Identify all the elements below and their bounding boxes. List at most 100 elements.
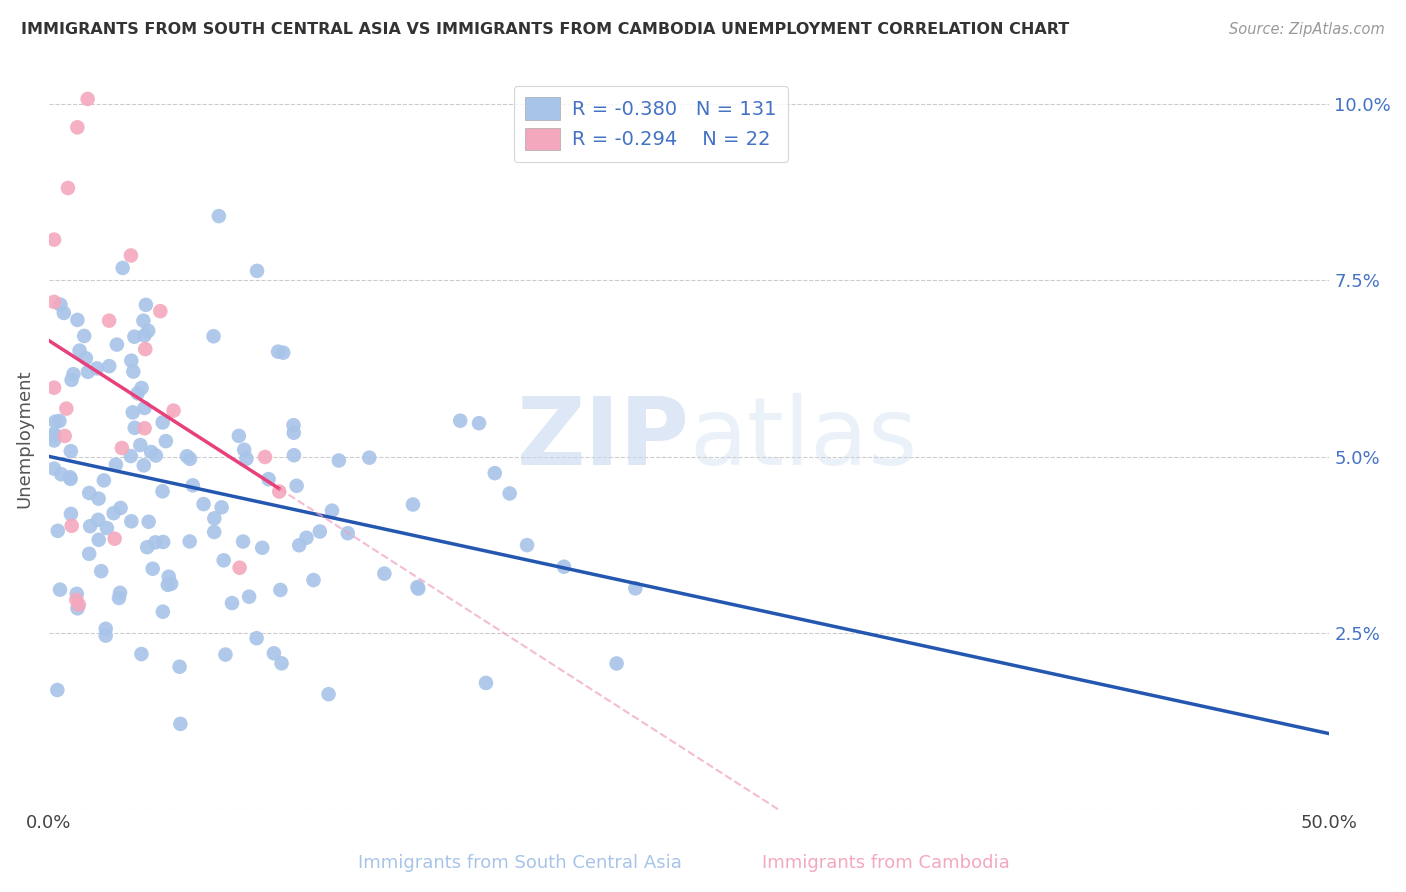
Point	[141, 445, 163, 459]
Point	[155, 434, 177, 448]
Point	[269, 582, 291, 597]
Point	[211, 500, 233, 515]
Point	[111, 441, 134, 455]
Point	[42, 381, 65, 395]
Point	[42, 233, 65, 247]
Point	[122, 365, 145, 379]
Point	[104, 532, 127, 546]
Point	[318, 687, 340, 701]
Point	[76, 92, 98, 106]
Point	[77, 365, 100, 379]
Point	[202, 329, 225, 343]
Point	[59, 507, 82, 521]
Point	[66, 601, 89, 615]
Point	[44, 415, 66, 429]
Point	[228, 429, 250, 443]
Point	[149, 304, 172, 318]
Point	[252, 541, 274, 555]
Point	[553, 559, 575, 574]
Point	[160, 576, 183, 591]
Point	[232, 534, 254, 549]
Text: atlas: atlas	[689, 393, 918, 485]
Point	[267, 344, 290, 359]
Point	[42, 461, 65, 475]
Point	[56, 181, 79, 195]
Point	[193, 497, 215, 511]
Point	[606, 657, 628, 671]
Point	[152, 605, 174, 619]
Point	[208, 209, 231, 223]
Point	[87, 533, 110, 547]
Point	[221, 596, 243, 610]
Point	[105, 337, 128, 351]
Text: Source: ZipAtlas.com: Source: ZipAtlas.com	[1229, 22, 1385, 37]
Point	[179, 534, 201, 549]
Point	[624, 582, 647, 596]
Point	[136, 540, 159, 554]
Point	[108, 591, 131, 605]
Point	[145, 535, 167, 549]
Text: Immigrants from South Central Asia: Immigrants from South Central Asia	[359, 855, 682, 872]
Point	[121, 405, 143, 419]
Point	[96, 521, 118, 535]
Point	[124, 421, 146, 435]
Point	[120, 248, 142, 262]
Point	[152, 484, 174, 499]
Point	[127, 386, 149, 401]
Point	[60, 518, 83, 533]
Point	[49, 582, 72, 597]
Point	[86, 361, 108, 376]
Point	[134, 342, 156, 356]
Point	[132, 314, 155, 328]
Point	[269, 484, 291, 499]
Point	[42, 434, 65, 448]
Point	[359, 450, 381, 465]
Point	[52, 306, 75, 320]
Point	[142, 562, 165, 576]
Point	[336, 526, 359, 541]
Point	[270, 657, 292, 671]
Point	[66, 120, 89, 135]
Point	[132, 458, 155, 473]
Point	[59, 472, 82, 486]
Y-axis label: Unemployment: Unemployment	[15, 370, 32, 508]
Point	[402, 498, 425, 512]
Point	[228, 560, 250, 574]
Point	[110, 500, 132, 515]
Point	[98, 359, 121, 373]
Point	[98, 314, 121, 328]
Point	[51, 467, 73, 482]
Point	[157, 570, 180, 584]
Point	[238, 590, 260, 604]
Point	[295, 531, 318, 545]
Point	[233, 442, 256, 457]
Point	[120, 353, 142, 368]
Point	[468, 416, 491, 430]
Point	[449, 414, 471, 428]
Point	[108, 586, 131, 600]
Point	[49, 298, 72, 312]
Point	[62, 367, 84, 381]
Point	[93, 474, 115, 488]
Point	[77, 486, 100, 500]
Point	[131, 381, 153, 395]
Point	[48, 414, 70, 428]
Point	[134, 328, 156, 343]
Point	[79, 519, 101, 533]
Point	[285, 479, 308, 493]
Point	[283, 425, 305, 440]
Point	[124, 329, 146, 343]
Point	[283, 448, 305, 462]
Point	[67, 598, 90, 612]
Point	[162, 403, 184, 417]
Point	[212, 553, 235, 567]
Point	[53, 429, 76, 443]
Point	[145, 449, 167, 463]
Point	[328, 453, 350, 467]
Point	[90, 564, 112, 578]
Point	[516, 538, 538, 552]
Point	[152, 535, 174, 549]
Point	[129, 438, 152, 452]
Point	[134, 401, 156, 415]
Point	[94, 629, 117, 643]
